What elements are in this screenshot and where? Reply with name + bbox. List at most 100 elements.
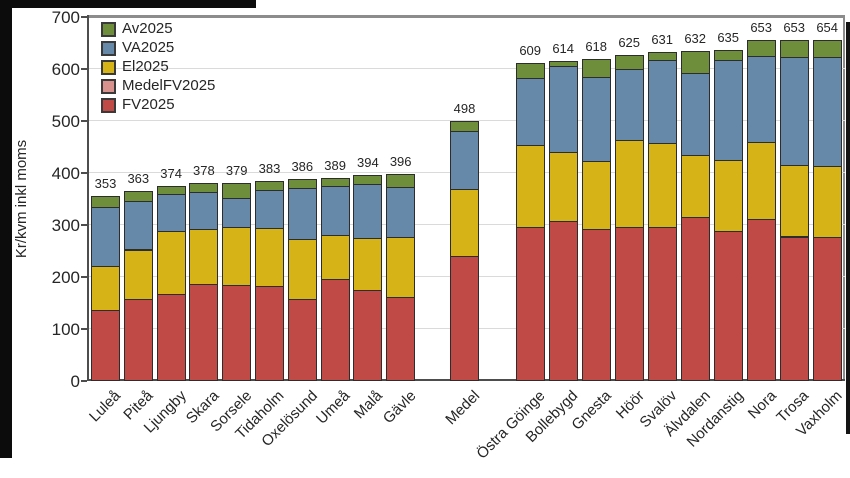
y-tick-label-200: 200 xyxy=(51,268,80,287)
bar-total-label-gnesta: 618 xyxy=(585,38,608,54)
bar-segment-va2025-g-vle xyxy=(386,186,416,238)
bar-segment-av2025-ljungby xyxy=(156,185,186,195)
bar-segment-va2025-pite- xyxy=(123,201,153,251)
plot-right-border xyxy=(843,15,845,381)
bar-segment-el2025-sorsele xyxy=(222,227,252,287)
bar-segment-av2025-mal- xyxy=(353,175,383,185)
bar-segment-va2025-nordanstig xyxy=(713,60,743,161)
bar-segment-el2025-mal- xyxy=(353,237,383,291)
y-tick-label-400: 400 xyxy=(51,164,80,183)
legend-swatch-icon-medelfv2025 xyxy=(101,78,116,94)
y-gridline-500 xyxy=(89,120,845,121)
bar-segment-fv2025-skara xyxy=(189,284,219,381)
y-tick-label-300: 300 xyxy=(51,216,80,235)
bar-segment-va2025-lule- xyxy=(91,206,120,268)
bar-segment-el2025-trosa xyxy=(779,165,809,238)
bar-segment-va2025--lvdalen xyxy=(680,73,710,157)
bar-segment-el2025-tidaholm xyxy=(255,228,284,288)
legend-label-av2025: Av2025 xyxy=(122,20,173,37)
bar-segment-av2025-sval-v xyxy=(647,51,677,61)
legend-swatch-icon-fv2025 xyxy=(101,97,116,113)
bar-segment-el2025-vaxholm xyxy=(812,165,842,238)
bar-total-label-h-r: 625 xyxy=(618,35,641,50)
bar-segment-fv2025--lvdalen xyxy=(680,217,710,381)
bar-segment-av2025-lule- xyxy=(91,196,120,208)
bar-segment-el2025--stra-g-inge xyxy=(515,145,545,229)
bar-segment-el2025-g-vle xyxy=(386,237,416,299)
legend-item-av2025: Av2025 xyxy=(101,21,215,37)
legend: Av2025 VA2025 El2025 MedelFV2025 FV2025 xyxy=(101,21,215,113)
bar-segment-fv2025-vaxholm xyxy=(812,237,842,381)
bar-segment-av2025-medel xyxy=(450,121,479,133)
y-tick-mark-300 xyxy=(81,224,87,226)
bar-total-label-sval-v: 631 xyxy=(651,31,674,47)
bar-segment-av2025-vaxholm xyxy=(812,39,842,59)
bar-total-label-vaxholm: 654 xyxy=(816,19,839,35)
bar-segment-el2025--lvdalen xyxy=(680,155,710,219)
bar-segment-fv2025-oxel-sund xyxy=(287,299,317,381)
bar-segment-av2025-nora xyxy=(746,40,776,57)
bar-segment-fv2025-ljungby xyxy=(156,294,186,381)
x-category-label-ume-: Umeå xyxy=(313,387,354,428)
bar-segment-fv2025-sval-v xyxy=(647,227,677,381)
bar-total-label-ume-: 389 xyxy=(324,157,346,173)
bar-total-label-lule-: 353 xyxy=(94,176,117,192)
bar-total-label-g-vle: 396 xyxy=(389,154,412,170)
bar-segment-el2025-lule- xyxy=(91,266,120,311)
bar-segment-va2025-medel xyxy=(450,131,479,190)
bar-segment-av2025-h-r xyxy=(614,55,644,70)
bar-segment-fv2025-gnesta xyxy=(581,229,611,381)
bar-total-label-skara: 378 xyxy=(193,163,215,179)
legend-swatch-icon-va2025 xyxy=(101,40,116,56)
bar-total-label-trosa: 653 xyxy=(783,20,806,36)
bar-segment-fv2025-nordanstig xyxy=(713,230,743,381)
black-border-top-left xyxy=(0,0,256,8)
bar-segment-el2025-pite- xyxy=(123,249,153,300)
y-tick-label-600: 600 xyxy=(51,60,80,79)
plot-top-border xyxy=(88,15,845,18)
bar-segment-va2025-sorsele xyxy=(222,198,252,229)
bar-segment-av2025-pite- xyxy=(123,191,153,203)
bar-segment-va2025-ume- xyxy=(320,186,350,237)
bar-segment-av2025-tidaholm xyxy=(255,180,284,192)
bar-segment-av2025-g-vle xyxy=(386,174,416,188)
bar-segment-fv2025-medel xyxy=(450,256,479,381)
legend-label-medelfv2025: MedelFV2025 xyxy=(122,77,216,94)
bar-segment-va2025--stra-g-inge xyxy=(515,78,545,146)
bar-segment-el2025-ljungby xyxy=(156,230,186,296)
bar-segment-fv2025-trosa xyxy=(779,236,809,381)
bar-segment-fv2025-pite- xyxy=(123,298,153,381)
bar-segment-el2025-nora xyxy=(746,141,776,220)
bar-segment-el2025-nordanstig xyxy=(713,160,743,232)
x-category-label-lule-: Luleå xyxy=(85,387,124,426)
bar-segment-fv2025-h-r xyxy=(614,226,644,381)
bar-segment-fv2025-bollebygd xyxy=(548,221,578,381)
bar-segment-fv2025-ume- xyxy=(320,279,350,381)
y-tick-label-500: 500 xyxy=(51,112,80,131)
y-tick-mark-600 xyxy=(81,68,87,70)
bar-segment-va2025-tidaholm xyxy=(255,190,284,230)
x-category-label-medel: Medel xyxy=(441,387,483,429)
y-tick-mark-200 xyxy=(81,276,87,278)
y-tick-mark-400 xyxy=(81,172,87,174)
bar-segment-va2025-vaxholm xyxy=(812,57,842,167)
bar-segment-fv2025--stra-g-inge xyxy=(515,227,545,381)
bar-segment-va2025-sval-v xyxy=(647,59,677,145)
legend-item-fv2025: FV2025 xyxy=(101,97,215,113)
bar-segment-el2025-sval-v xyxy=(647,143,677,229)
bar-segment-av2025-sorsele xyxy=(222,182,252,199)
bar-total-label-mal-: 394 xyxy=(357,155,379,171)
bar-segment-va2025-ljungby xyxy=(156,193,186,232)
bar-segment-el2025-medel xyxy=(450,188,479,258)
bar-segment-av2025--stra-g-inge xyxy=(515,63,545,80)
y-tick-label-0: 0 xyxy=(70,372,80,391)
bar-segment-va2025-h-r xyxy=(614,68,644,142)
bar-total-label-nora: 653 xyxy=(750,20,773,36)
bar-segment-av2025-oxel-sund xyxy=(287,179,317,190)
legend-label-fv2025: FV2025 xyxy=(122,96,175,113)
x-category-label-nora: Nora xyxy=(744,387,780,423)
bar-segment-va2025-mal- xyxy=(353,184,383,239)
bar-segment-fv2025-g-vle xyxy=(386,297,416,381)
legend-swatch-icon-av2025 xyxy=(101,21,116,37)
black-border-left xyxy=(0,0,12,458)
